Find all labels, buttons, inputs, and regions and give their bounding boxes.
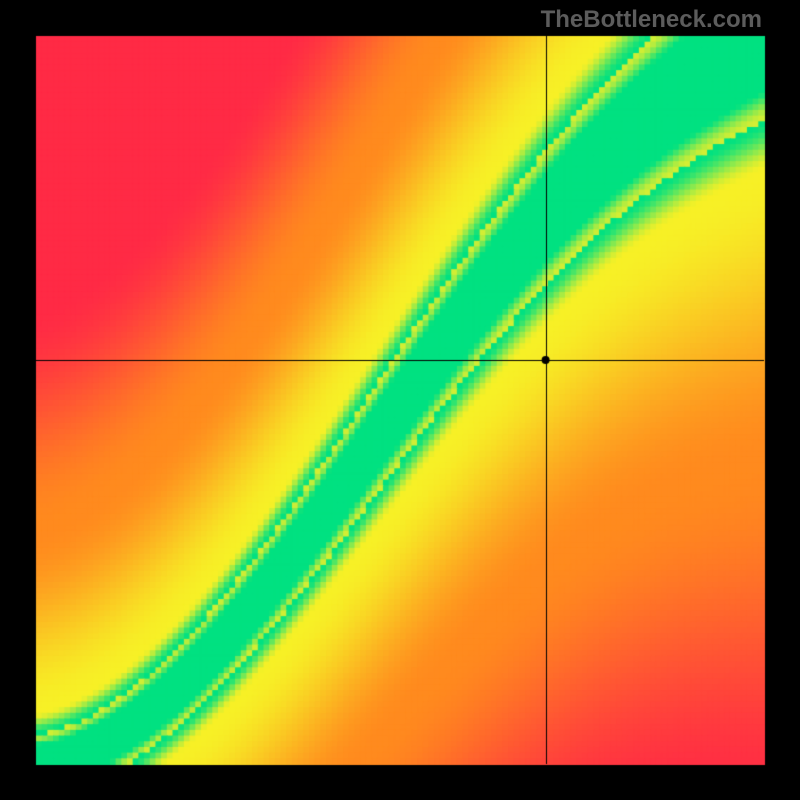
chart-container: TheBottleneck.com [0,0,800,800]
bottleneck-heatmap [0,0,800,800]
watermark-text: TheBottleneck.com [541,6,762,34]
